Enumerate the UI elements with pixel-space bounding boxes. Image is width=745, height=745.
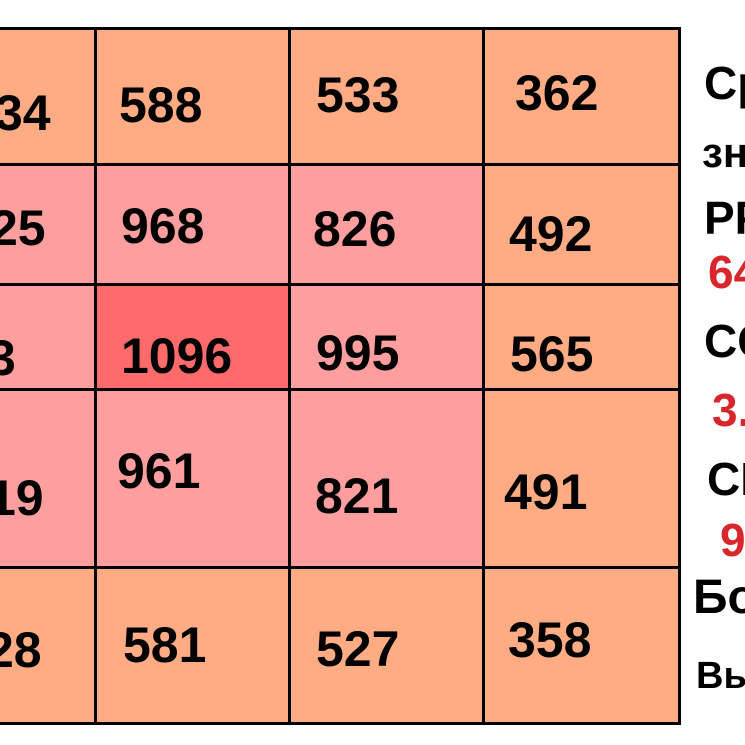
- grid-cell: 533: [288, 27, 485, 166]
- cell-value: 588: [119, 77, 203, 133]
- side-panel-text: 3.: [712, 384, 745, 436]
- cell-value: 1096: [121, 328, 233, 384]
- cell-value: 565: [510, 326, 594, 382]
- cell-value: 968: [121, 198, 205, 254]
- cell-value: 358: [508, 612, 592, 668]
- side-panel-text: зн: [702, 129, 745, 176]
- grid-cell: 358: [482, 566, 681, 725]
- side-panel-text: 64: [708, 246, 745, 298]
- grid-cell: 527: [288, 566, 485, 725]
- grid-cell: 565: [482, 283, 681, 391]
- cell-value: 821: [315, 468, 399, 524]
- grid-cell: 25: [0, 163, 97, 286]
- grid-cell: 1096: [94, 283, 291, 391]
- grid-cell: 995: [288, 283, 485, 391]
- side-panel-text: Бо: [693, 571, 745, 624]
- grid-cell: 362: [482, 27, 681, 166]
- grid-cell: 588: [94, 27, 291, 166]
- side-panel-text: Ср: [704, 57, 745, 109]
- grid-cell: 3: [0, 283, 97, 391]
- grid-cell: 492: [482, 163, 681, 286]
- cell-value: 491: [504, 464, 588, 520]
- cell-value: 581: [123, 617, 207, 673]
- cell-value: 826: [313, 201, 397, 257]
- side-panel-text: 9: [720, 514, 745, 566]
- cell-value: 527: [316, 621, 400, 677]
- grid-cell: 821: [288, 388, 485, 569]
- side-panel-text: Вы: [696, 655, 745, 697]
- cell-value: 25: [0, 200, 46, 256]
- cell-value: 533: [316, 67, 400, 123]
- cell-value: 961: [117, 443, 201, 499]
- grid-cell: 581: [94, 566, 291, 725]
- cell-value: 19: [0, 470, 44, 526]
- grid-cell: 34: [0, 27, 97, 166]
- cell-value: 995: [316, 325, 400, 381]
- side-panel-text: СС: [704, 315, 745, 367]
- cell-value: 362: [515, 65, 599, 121]
- grid-cell: 19: [0, 388, 97, 569]
- cell-value: 3: [0, 333, 16, 383]
- grid-cell: 28: [0, 566, 97, 725]
- cell-value: 34: [0, 85, 51, 141]
- grid-cell: 961: [94, 388, 291, 569]
- side-panel-text: СК: [707, 453, 745, 505]
- side-panel-text: РР: [704, 192, 745, 244]
- grid-cell: 968: [94, 163, 291, 286]
- grid-cell: 491: [482, 388, 681, 569]
- cell-value: 492: [509, 206, 593, 262]
- grid-cell: 826: [288, 163, 485, 286]
- cell-value: 28: [0, 622, 42, 678]
